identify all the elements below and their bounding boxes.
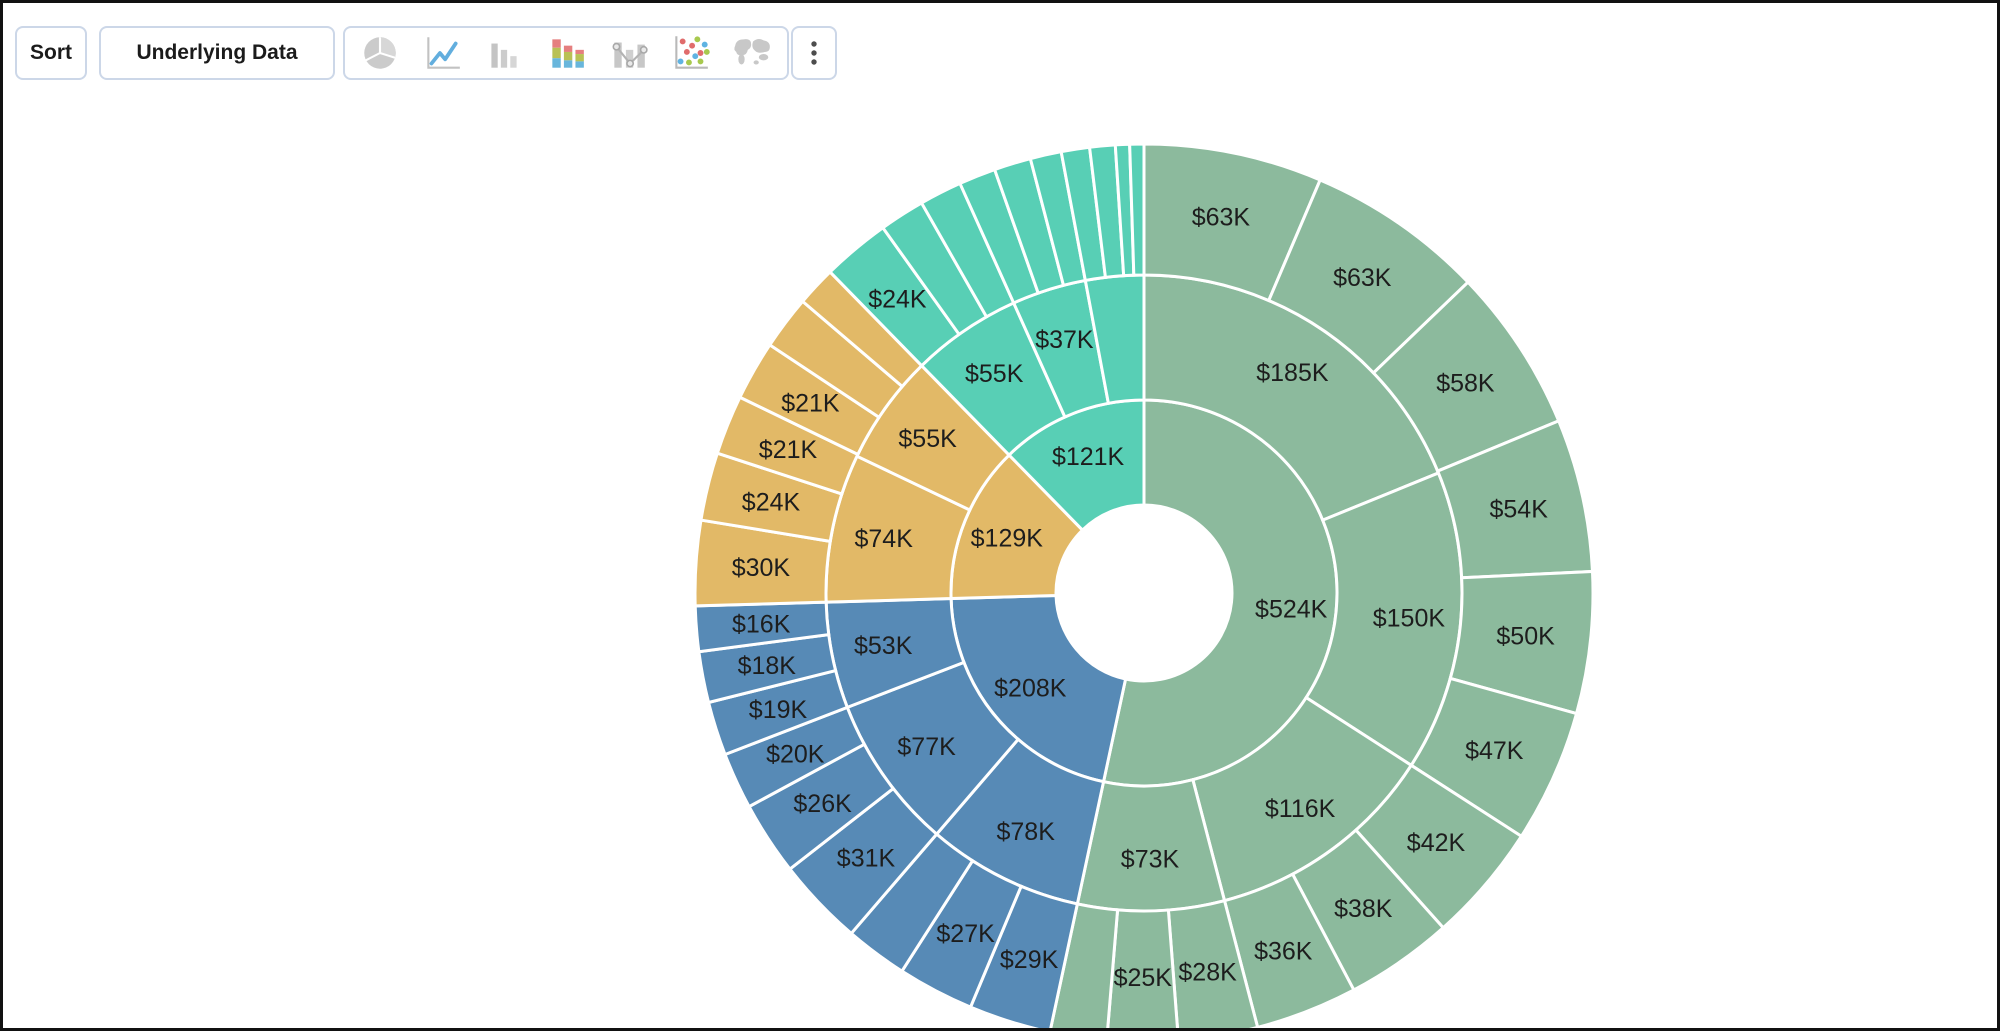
scatter-plot-icon <box>668 32 712 74</box>
bar-chart-button[interactable] <box>476 29 532 77</box>
segment-label: $20K <box>766 740 825 768</box>
vertical-ellipsis-icon <box>807 33 821 73</box>
sunburst-segment[interactable] <box>1128 142 1146 277</box>
bar-chart-icon <box>482 32 526 74</box>
segment-label: $121K <box>1052 443 1125 471</box>
segment-label: $129K <box>971 524 1044 552</box>
underlying-data-button[interactable]: Underlying Data <box>99 26 335 80</box>
segment-label: $55K <box>898 425 957 453</box>
segment-label: $208K <box>994 674 1067 702</box>
more-options-button[interactable] <box>791 26 837 80</box>
segment-label: $55K <box>965 360 1024 388</box>
segment-label: $73K <box>1121 846 1180 874</box>
segment-label: $54K <box>1490 496 1549 524</box>
segment-label: $18K <box>738 652 797 680</box>
segment-label: $30K <box>732 554 791 582</box>
segment-label: $37K <box>1035 326 1094 354</box>
segment-label: $24K <box>742 488 801 516</box>
pie-chart-icon <box>358 32 402 74</box>
segment-label: $26K <box>793 790 852 818</box>
segment-label: $53K <box>854 632 913 660</box>
segment-label: $524K <box>1255 595 1328 623</box>
sort-button[interactable]: Sort <box>15 26 87 80</box>
segment-label: $58K <box>1436 370 1495 398</box>
segment-label: $21K <box>759 436 818 464</box>
world-map-button[interactable] <box>724 29 780 77</box>
sunburst-segment[interactable] <box>1166 898 1260 1031</box>
sunburst-chart: $524K $208K $129K $121K $185K $150K $116K $73K $… <box>693 142 1595 1031</box>
segment-label: $74K <box>855 525 914 553</box>
segment-label: $19K <box>749 696 808 724</box>
segment-label: $31K <box>837 845 896 873</box>
segment-label: $16K <box>732 610 791 638</box>
segment-label: $150K <box>1373 604 1446 632</box>
segment-label: $38K <box>1334 895 1393 923</box>
segment-label: $42K <box>1407 829 1466 857</box>
stacked-bar-chart-button[interactable] <box>538 29 594 77</box>
segment-label: $77K <box>897 733 956 761</box>
line-chart-icon <box>420 32 464 74</box>
segment-label: $185K <box>1256 359 1329 387</box>
world-map-icon <box>730 32 774 74</box>
underlying-data-button-label: Underlying Data <box>136 41 298 64</box>
segment-label: $63K <box>1192 204 1251 232</box>
segment-label: $36K <box>1254 938 1313 966</box>
pie-chart-button[interactable] <box>352 29 408 77</box>
bar-line-combo-icon <box>606 32 650 74</box>
sort-button-label: Sort <box>30 41 72 64</box>
sunburst-segment[interactable] <box>1049 902 1120 1031</box>
stacked-bar-chart-icon <box>544 32 588 74</box>
segment-label: $25K <box>1114 964 1173 992</box>
chart-type-toolbar <box>343 26 789 80</box>
segment-label: $50K <box>1496 623 1555 651</box>
segment-label: $21K <box>781 390 840 418</box>
segment-label: $116K <box>1265 795 1336 823</box>
sunburst-segment[interactable] <box>1106 908 1179 1031</box>
segment-label: $47K <box>1465 737 1524 765</box>
segment-label: $27K <box>936 920 995 948</box>
sunburst-chart-area: $524K $208K $129K $121K $185K $150K $116K $73K $… <box>3 3 1997 1031</box>
scatter-plot-button[interactable] <box>662 29 718 77</box>
segment-label: $24K <box>868 285 927 313</box>
bar-line-combo-button[interactable] <box>600 29 656 77</box>
segment-label: $78K <box>997 818 1056 846</box>
segment-label: $28K <box>1178 958 1237 986</box>
segment-label: $29K <box>1000 946 1059 974</box>
segment-label: $63K <box>1333 264 1392 292</box>
line-chart-button[interactable] <box>414 29 470 77</box>
